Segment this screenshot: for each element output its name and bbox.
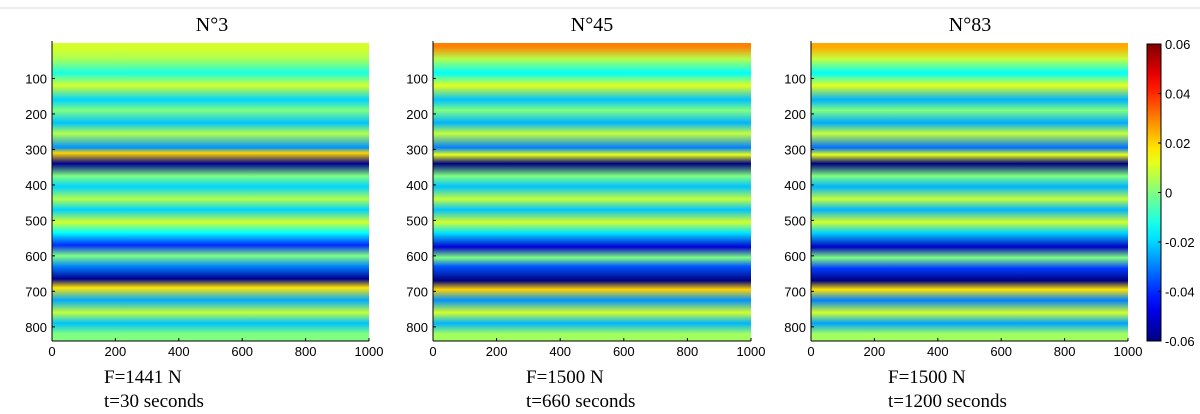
y-tick-label: 400: [406, 178, 428, 193]
colorbar-tick-label: 0.02: [1165, 136, 1190, 151]
heatmap-image: [52, 43, 369, 341]
y-tick-label: 200: [25, 107, 47, 122]
panel-title: N°45: [571, 14, 613, 36]
caption-force: F=1500 N: [888, 367, 966, 388]
x-tick-label: 200: [864, 344, 886, 359]
heatmap-image: [433, 43, 751, 341]
colorbar-tick-label: -0.06: [1165, 334, 1195, 349]
panel-title: N°3: [196, 14, 228, 36]
x-tick-label: 1000: [737, 344, 766, 359]
heatmap-image: [811, 43, 1128, 341]
y-tick-label: 100: [406, 71, 428, 86]
y-tick-label: 300: [25, 142, 47, 157]
caption-time: t=660 seconds: [526, 391, 635, 412]
y-tick-label: 400: [25, 178, 47, 193]
colorbar-tick-label: -0.02: [1165, 235, 1195, 250]
x-tick-label: 600: [231, 344, 253, 359]
x-tick-label: 0: [48, 344, 55, 359]
y-tick-label: 300: [784, 142, 806, 157]
x-tick-label: 800: [295, 344, 317, 359]
x-tick-label: 600: [613, 344, 635, 359]
panel-title: N°83: [949, 14, 991, 36]
caption-force: F=1500 N: [526, 367, 604, 388]
y-tick-label: 700: [406, 284, 428, 299]
x-tick-label: 800: [1054, 344, 1076, 359]
colorbar-tick-label: -0.04: [1165, 285, 1195, 300]
colorbar: 0.06 0.04 0.02 0 -0.02 -0.04 -0.06: [1146, 37, 1195, 349]
colorbar-tick-label: 0.06: [1165, 37, 1190, 52]
y-tick-label: 300: [406, 142, 428, 157]
y-tick-label: 800: [25, 320, 47, 335]
x-tick-label: 200: [486, 344, 508, 359]
y-tick-label: 600: [784, 249, 806, 264]
y-tick-label: 100: [25, 71, 47, 86]
x-tick-label: 800: [677, 344, 699, 359]
y-tick-label: 700: [784, 284, 806, 299]
caption-time: t=1200 seconds: [888, 391, 1007, 412]
x-tick-label: 200: [105, 344, 127, 359]
colorbar-tick-label: 0: [1165, 186, 1172, 201]
x-tick-label: 600: [990, 344, 1012, 359]
y-tick-label: 600: [406, 249, 428, 264]
x-tick-label: 0: [807, 344, 814, 359]
x-tick-label: 400: [549, 344, 571, 359]
y-tick-label: 700: [25, 284, 47, 299]
y-tick-label: 500: [406, 213, 428, 228]
x-tick-label: 1000: [355, 344, 384, 359]
caption-time: t=30 seconds: [104, 391, 204, 412]
x-tick-label: 400: [168, 344, 190, 359]
y-tick-label: 200: [784, 107, 806, 122]
y-tick-label: 400: [784, 178, 806, 193]
y-tick-label: 500: [784, 213, 806, 228]
caption-force: F=1441 N: [104, 367, 182, 388]
y-tick-label: 500: [25, 213, 47, 228]
x-tick-label: 0: [429, 344, 436, 359]
y-tick-label: 800: [784, 320, 806, 335]
y-tick-label: 800: [406, 320, 428, 335]
y-tick-label: 100: [784, 71, 806, 86]
colorbar-tick-label: 0.04: [1165, 87, 1190, 102]
y-tick-label: 200: [406, 107, 428, 122]
x-tick-label: 400: [927, 344, 949, 359]
x-tick-label: 1000: [1114, 344, 1143, 359]
y-tick-label: 600: [25, 249, 47, 264]
